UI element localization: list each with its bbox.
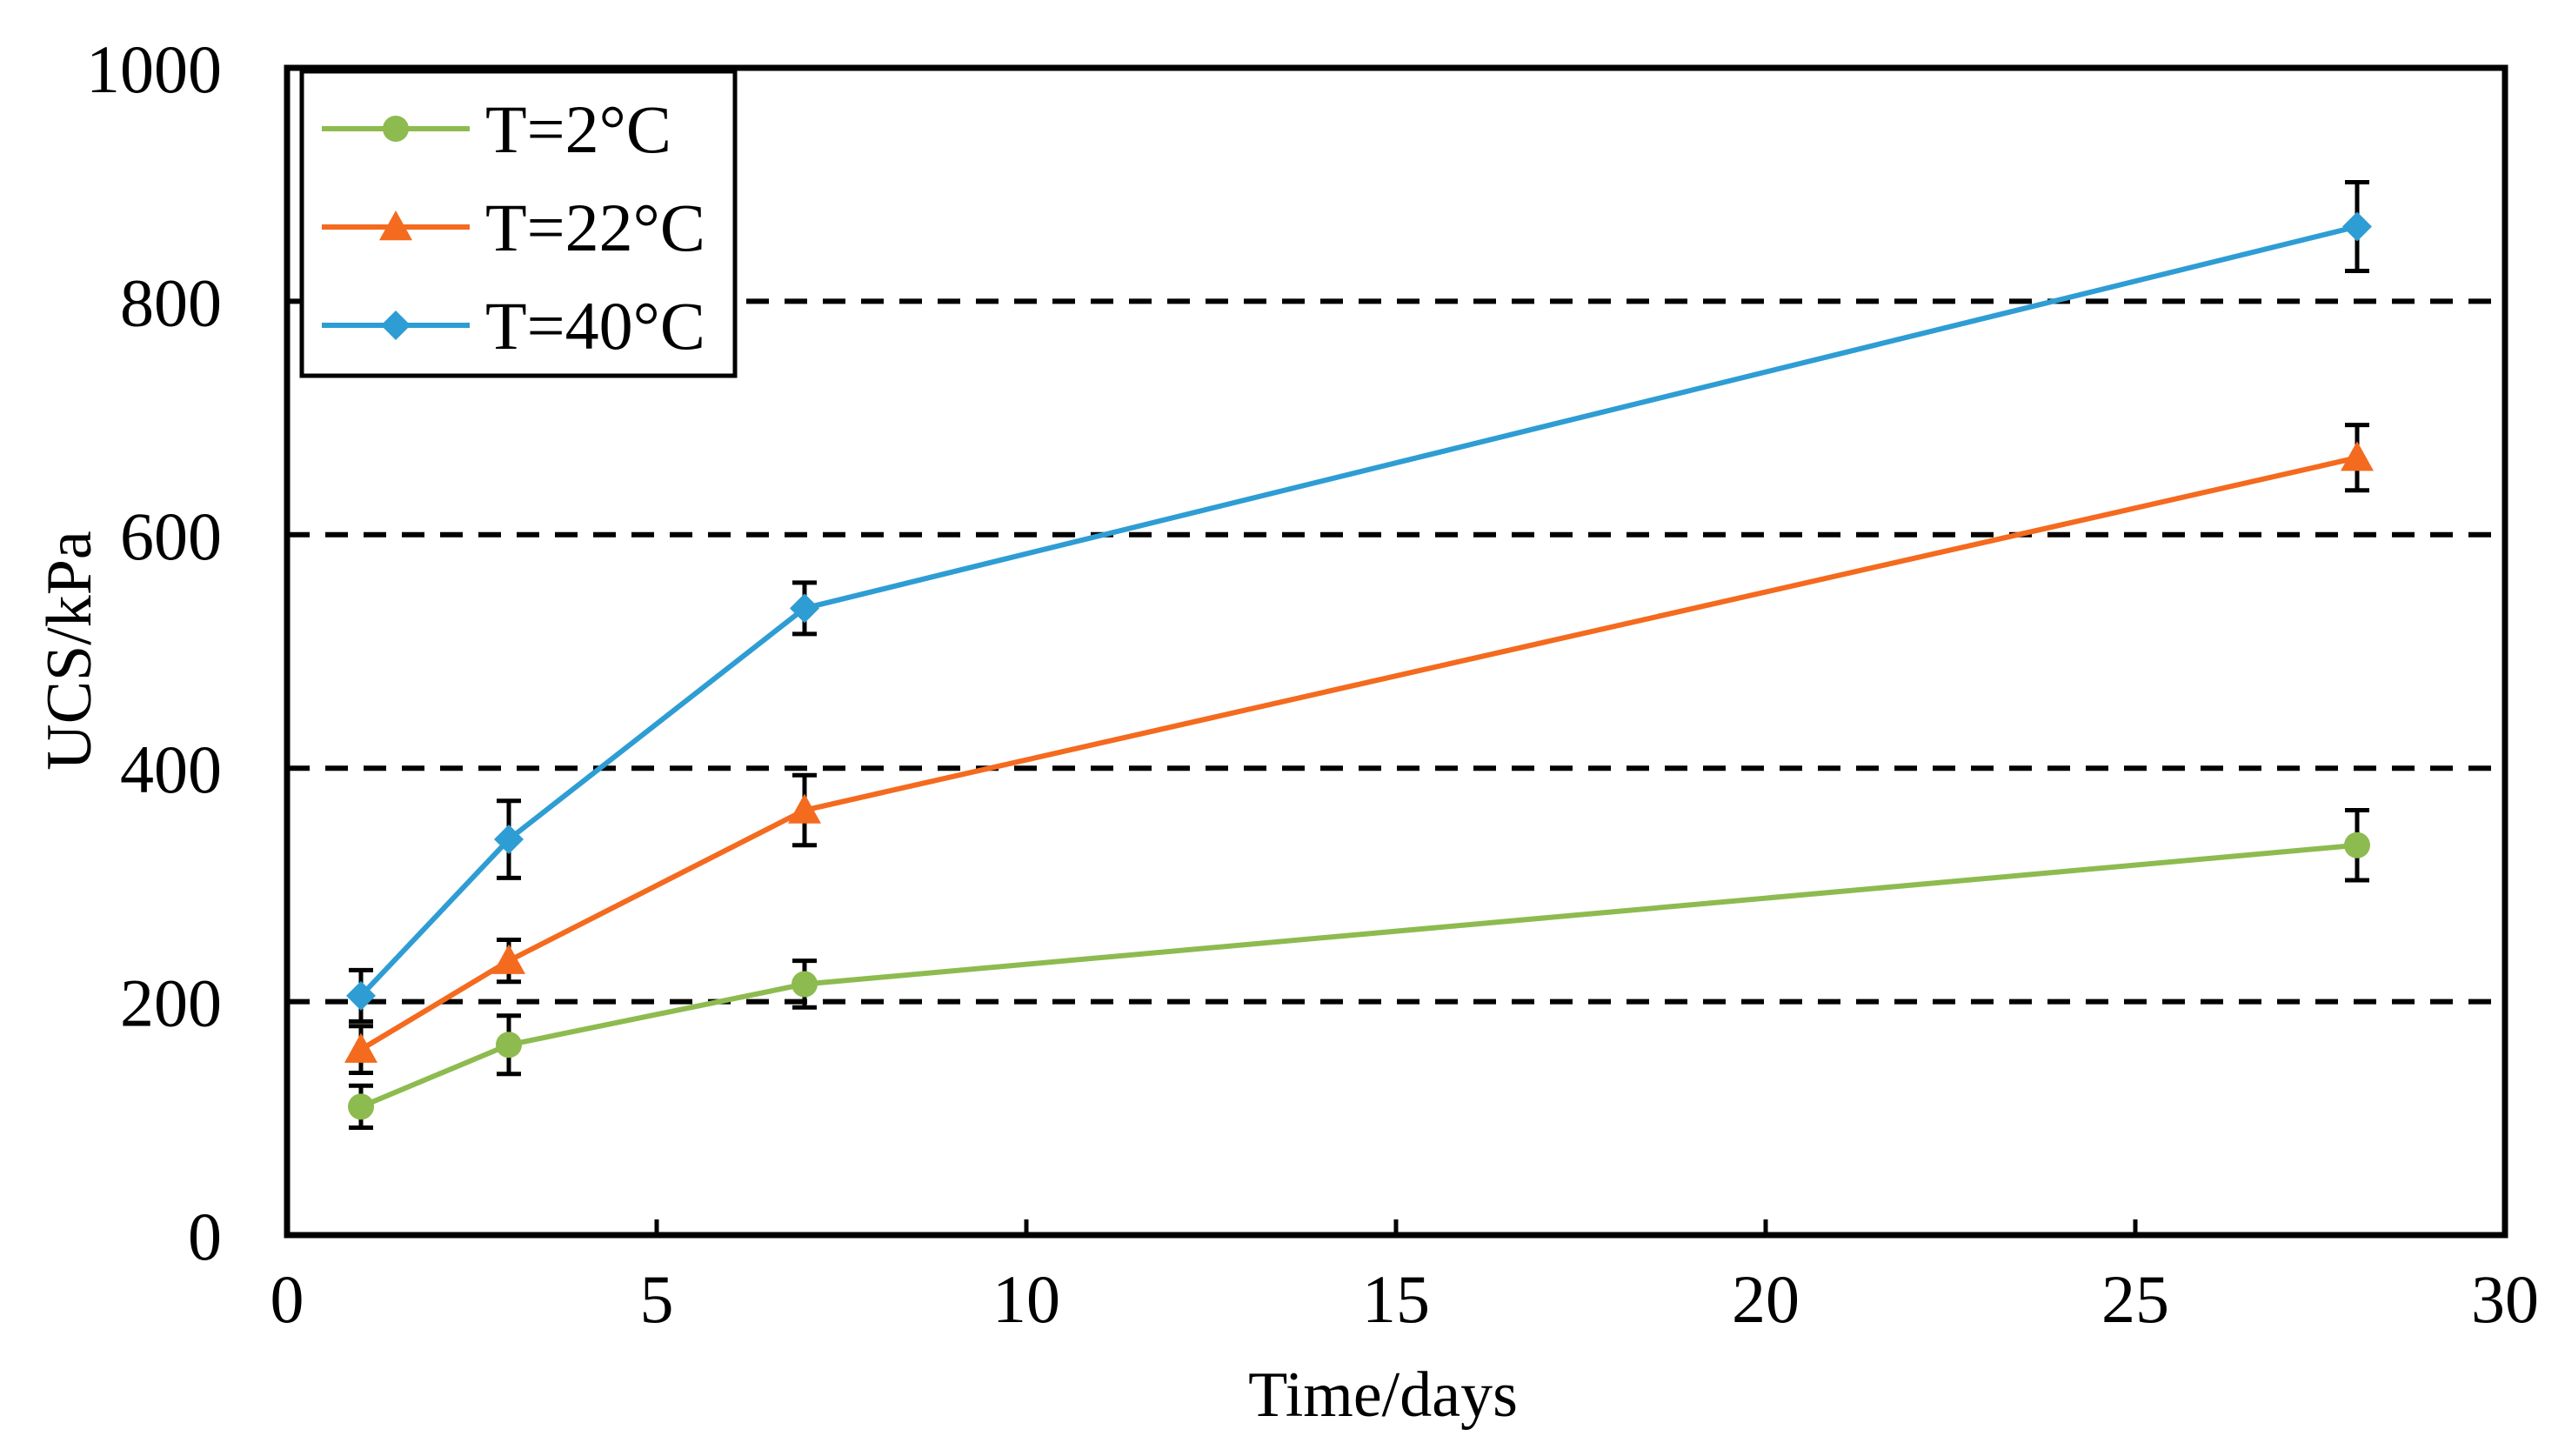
data-point-3-4: [2342, 211, 2372, 242]
series-line-3: [358, 224, 2358, 998]
series-3: [346, 180, 2372, 1024]
data-point-1-1: [348, 1093, 374, 1120]
data-point-2-1: [344, 1032, 377, 1063]
legend-entry-1: T=2°C: [322, 91, 671, 167]
series-line-2: [359, 455, 2358, 1052]
gridlines: [287, 298, 2505, 1005]
y-tick-label-0: 0: [188, 1199, 222, 1274]
legend-label: T=40°C: [485, 288, 705, 364]
series-layer: [344, 180, 2374, 1131]
data-point-2-2: [492, 944, 525, 974]
x-tick-label-5: 5: [640, 1261, 674, 1337]
legend-swatch-marker: [379, 210, 412, 241]
data-point-1-4: [2344, 832, 2370, 858]
data-point-3-2: [494, 825, 524, 855]
data-point-3-1: [346, 980, 376, 1011]
data-point-1-2: [496, 1032, 522, 1059]
legend-label: T=2°C: [485, 91, 671, 167]
y-tick-label-200: 200: [120, 965, 222, 1041]
legend-swatch-marker: [383, 116, 409, 142]
x-tick-label-25: 25: [2101, 1261, 2169, 1337]
x-tick-label-30: 30: [2471, 1261, 2539, 1337]
legend-swatch-marker: [381, 311, 411, 340]
tick-layer: 0 5 10 15 20 25 30 0 200 400 600 800 1000: [86, 31, 2539, 1337]
series-1: [348, 808, 2370, 1131]
y-tick-label-400: 400: [120, 731, 222, 807]
legend: T=2°C T=22°C T=40°C: [299, 69, 738, 378]
x-tick-label-15: 15: [1362, 1261, 1430, 1337]
data-point-2-3: [788, 793, 821, 824]
y-axis-label: UCS/kPa: [34, 531, 105, 771]
x-axis-label: Time/days: [1248, 1359, 1518, 1431]
y-tick-label-800: 800: [120, 264, 222, 340]
x-tick-label-10: 10: [992, 1261, 1060, 1337]
data-point-2-4: [2341, 441, 2374, 471]
data-point-1-3: [792, 971, 818, 998]
x-tick-label-0: 0: [271, 1261, 304, 1337]
series-line-1: [359, 842, 2358, 1110]
legend-entry-2: T=22°C: [322, 190, 705, 265]
legend-label: T=22°C: [485, 190, 705, 265]
x-tick-label-20: 20: [1732, 1261, 1800, 1337]
y-tick-label-600: 600: [120, 498, 222, 574]
y-tick-label-1000: 1000: [86, 31, 222, 107]
series-2: [344, 423, 2374, 1075]
data-point-3-3: [790, 593, 819, 624]
legend-entry-3: T=40°C: [322, 288, 705, 364]
